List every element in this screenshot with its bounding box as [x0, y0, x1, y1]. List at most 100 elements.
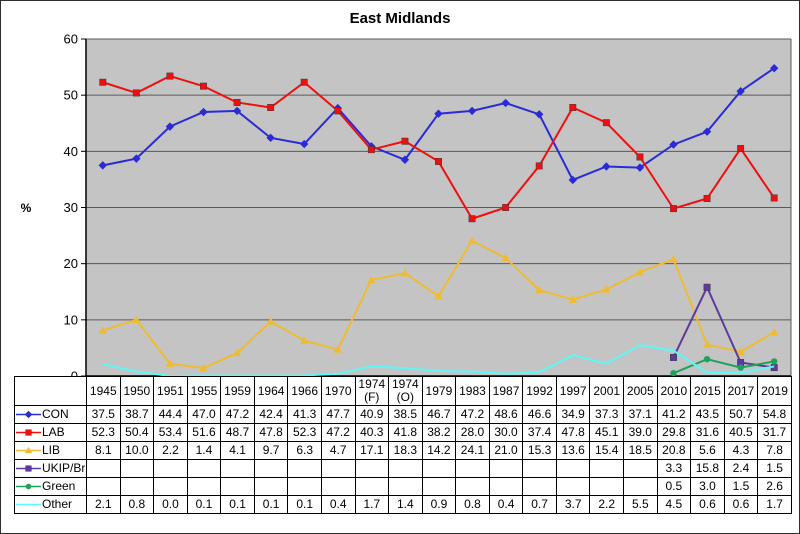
- value-cell: 8.1: [86, 441, 121, 460]
- data-point-marker: [367, 275, 376, 284]
- value-cell: [388, 459, 423, 478]
- data-point-marker: [737, 364, 744, 371]
- data-point-marker: [98, 161, 107, 170]
- table-row-green: Green 0.5 3.0 1.5 2.6: [14, 477, 792, 496]
- value-cell: [522, 477, 557, 496]
- value-cell: 0.1: [220, 495, 255, 514]
- data-point-marker: [535, 285, 544, 294]
- y-tick-label: 40: [64, 144, 78, 159]
- data-point-marker: [200, 82, 207, 90]
- y-tick-label: 50: [64, 88, 78, 103]
- year-cell: 1992: [522, 376, 557, 406]
- data-point-marker: [98, 326, 107, 334]
- value-cell: 46.6: [522, 405, 557, 424]
- year-cell: 2010: [656, 376, 692, 406]
- year-cell: 2017: [723, 376, 759, 406]
- data-point-marker: [670, 369, 677, 376]
- value-cell: 48.6: [488, 405, 524, 424]
- series-line: [102, 344, 775, 376]
- value-cell: 2.1: [86, 495, 121, 514]
- value-cell: 42.4: [253, 405, 289, 424]
- data-point-marker: [334, 107, 342, 115]
- value-cell: [86, 459, 121, 478]
- data-point-marker: [467, 106, 477, 116]
- data-point-marker: [502, 204, 510, 211]
- y-axis-unit-label: %: [21, 201, 32, 215]
- y-tick-label: 60: [64, 32, 78, 47]
- value-cell: [186, 459, 222, 478]
- value-cell: 31.6: [690, 423, 725, 442]
- data-point-marker: [300, 336, 309, 344]
- year-cell: 1997: [555, 376, 591, 406]
- value-cell: 0.7: [522, 495, 557, 514]
- value-cell: [589, 477, 624, 496]
- value-cell: 39.0: [623, 423, 658, 442]
- year-cell: 1974 (F): [354, 376, 390, 406]
- value-cell: 0.8: [119, 495, 155, 514]
- data-point-marker: [736, 87, 745, 96]
- value-cell: 50.7: [723, 405, 759, 424]
- data-point-marker: [333, 345, 342, 353]
- legend-marker: [25, 429, 32, 436]
- value-cell: 0.1: [253, 495, 289, 514]
- value-cell: 38.5: [388, 405, 423, 424]
- value-cell: 0.6: [723, 495, 759, 514]
- data-point-marker: [669, 254, 678, 263]
- value-cell: [488, 477, 524, 496]
- value-cell: [287, 477, 322, 496]
- legend-marker: [25, 483, 32, 490]
- value-cell: 0.0: [153, 495, 188, 514]
- value-cell: 40.3: [354, 423, 390, 442]
- data-point-marker: [300, 78, 308, 86]
- value-cell: 52.3: [287, 423, 322, 442]
- year-cell: 1970: [320, 376, 356, 406]
- chart-svg: East Midlands % 0 10 20 30 40 50 60: [21, 10, 792, 377]
- data-point-marker: [501, 98, 510, 108]
- value-cell: 1.4: [388, 495, 423, 514]
- value-cell: 2.2: [589, 495, 624, 514]
- year-cell: 1950: [119, 376, 155, 406]
- value-cell: [119, 477, 155, 496]
- data-point-marker: [703, 283, 711, 291]
- value-cell: [153, 477, 188, 496]
- value-cell: [388, 477, 423, 496]
- value-cell: [455, 459, 490, 478]
- year-cell: 2005: [623, 376, 658, 406]
- value-cell: 2.6: [757, 477, 792, 496]
- value-cell: [320, 477, 356, 496]
- value-cell: [354, 477, 390, 496]
- data-point-marker: [266, 317, 275, 325]
- value-cell: 4.7: [320, 441, 356, 460]
- value-cell: 50.4: [119, 423, 155, 442]
- value-cell: 46.7: [421, 405, 457, 424]
- series-label-cell: Other: [14, 495, 87, 514]
- data-point-marker: [635, 163, 645, 172]
- value-cell: [522, 459, 557, 478]
- value-cell: 0.1: [287, 495, 322, 514]
- data-point-marker: [602, 119, 610, 127]
- data-point-marker: [568, 175, 577, 185]
- value-cell: 18.5: [623, 441, 658, 460]
- value-cell: 2.4: [723, 459, 759, 478]
- value-cell: 41.3: [287, 405, 322, 424]
- year-cell: 1945: [86, 376, 121, 406]
- table-row-ukipbr: UKIP/Br 3.3 15.8 2.4 1.5: [14, 459, 792, 478]
- value-cell: 15.4: [589, 441, 624, 460]
- value-cell: 45.1: [589, 423, 624, 442]
- data-point-marker: [468, 215, 476, 223]
- data-point-marker: [400, 155, 410, 164]
- value-cell: [287, 459, 322, 478]
- legend-square-marker-icon: [16, 465, 41, 472]
- data-point-marker: [165, 359, 175, 367]
- value-cell: 47.0: [186, 405, 222, 424]
- value-cell: 47.2: [220, 405, 255, 424]
- value-cell: 17.1: [354, 441, 390, 460]
- value-cell: [589, 459, 624, 478]
- year-cell: 1979: [421, 376, 457, 406]
- data-point-marker: [233, 99, 241, 106]
- data-point-marker: [670, 205, 677, 213]
- y-tick-label: 0: [71, 369, 78, 377]
- data-point-marker: [400, 269, 410, 277]
- data-point-marker: [703, 355, 711, 363]
- data-point-marker: [434, 292, 443, 300]
